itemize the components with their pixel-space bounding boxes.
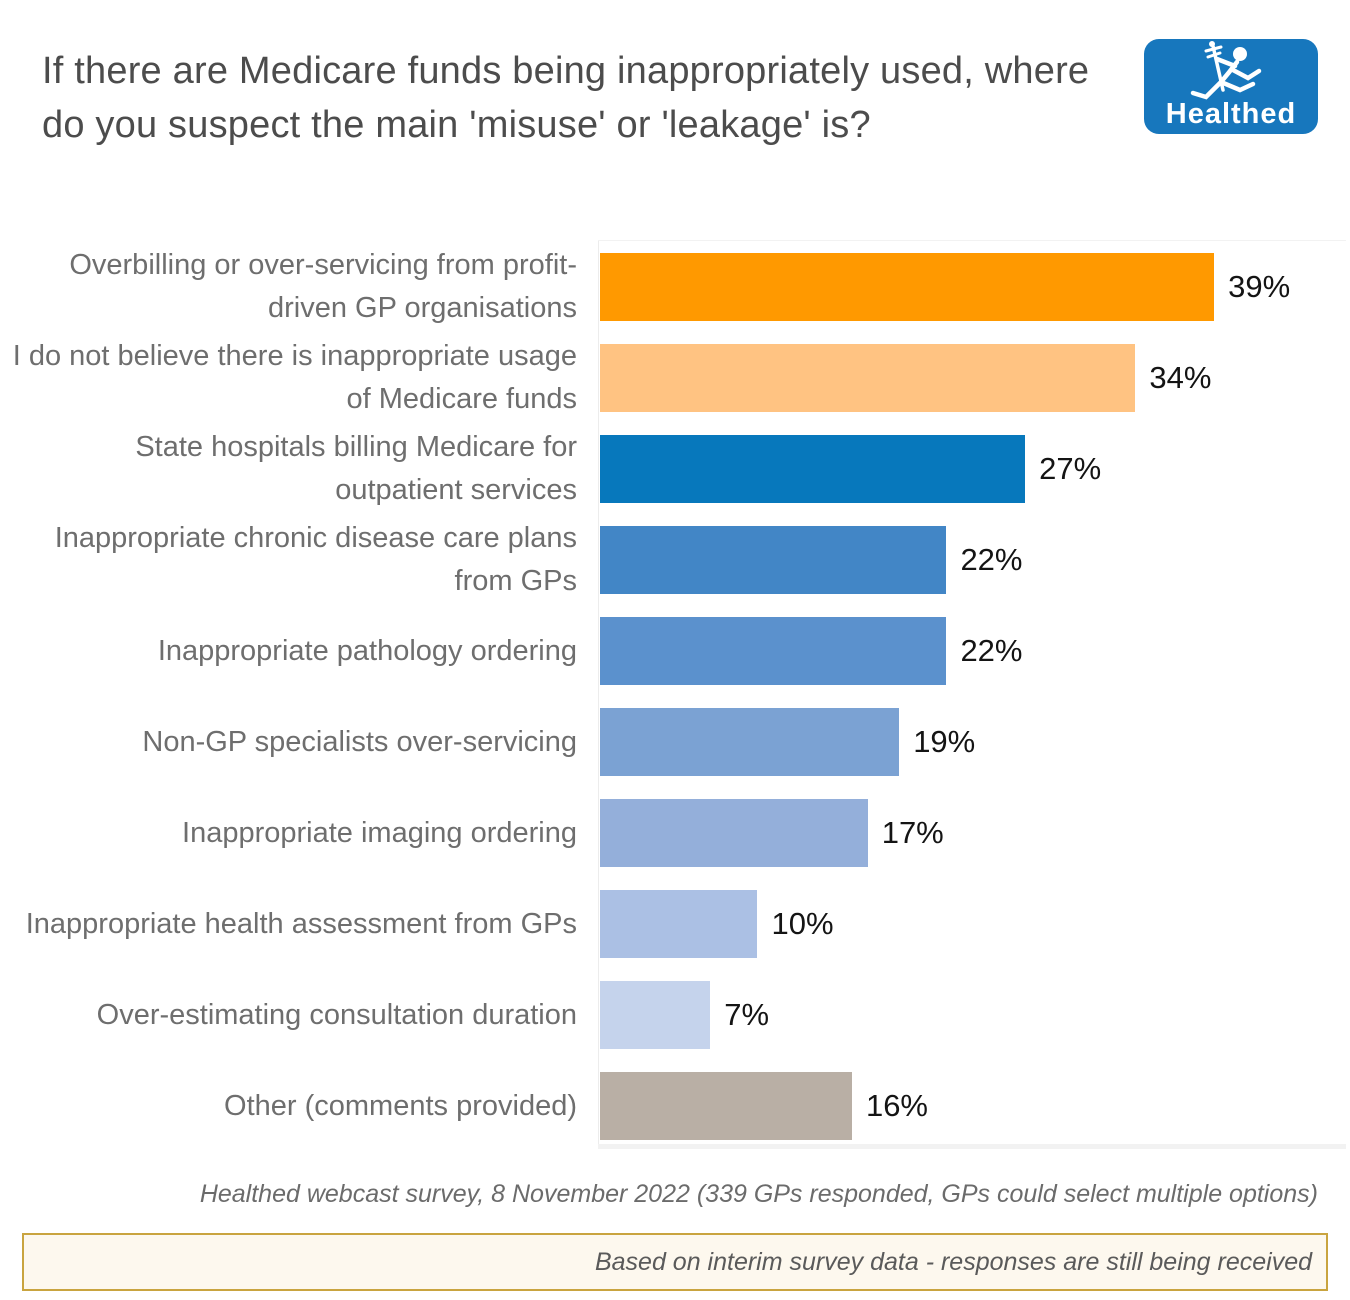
bar-track: 17% [600, 799, 1348, 867]
value-label: 27% [1039, 451, 1102, 486]
chart-row: Inappropriate imaging ordering 17% [0, 799, 1350, 867]
chart-row: Inappropriate pathology ordering 22% [0, 617, 1350, 685]
chart-row: Other (comments provided) 16% [0, 1072, 1350, 1140]
bar-track: 16% [600, 1072, 1348, 1140]
logo-wordmark: Healthed [1166, 98, 1296, 130]
category-label: Inappropriate imaging ordering [182, 816, 577, 849]
bar-track: 39% [600, 253, 1348, 321]
bar[interactable] [600, 526, 947, 594]
value-label: 17% [881, 815, 944, 850]
bar-chart: Overbilling or over-servicing from profi… [0, 249, 1350, 1163]
axis-line-bottom [598, 1144, 1346, 1149]
chart-row: State hospitals billing Medicare for out… [0, 431, 1350, 506]
hermes-runner-icon [1190, 41, 1262, 100]
chart-row: Inappropriate health assessment from GPs… [0, 890, 1350, 958]
value-label: 34% [1149, 360, 1212, 395]
bar-track: 34% [600, 344, 1348, 412]
bar-track: 22% [600, 617, 1348, 685]
bar-track: 7% [600, 981, 1348, 1049]
category-label: Overbilling or over-servicing from profi… [69, 249, 577, 324]
category-label: I do not believe there is inappropriate … [12, 340, 577, 415]
value-label: 39% [1228, 269, 1291, 304]
value-label: 16% [865, 1088, 928, 1123]
category-label: Over-estimating consultation duration [96, 998, 577, 1031]
value-label: 10% [771, 906, 834, 941]
bar[interactable] [600, 708, 900, 776]
category-label: State hospitals billing Medicare for out… [135, 431, 577, 506]
category-label: Inappropriate chronic disease care plans… [54, 522, 577, 597]
bar-track: 27% [600, 435, 1348, 503]
bar[interactable] [600, 1072, 852, 1140]
bar[interactable] [600, 799, 868, 867]
value-label: 22% [960, 542, 1023, 577]
chart-row: Over-estimating consultation duration 7% [0, 981, 1350, 1049]
axis-line-vertical [598, 240, 599, 1146]
chart-row: Overbilling or over-servicing from profi… [0, 249, 1350, 324]
bar[interactable] [600, 253, 1215, 321]
chart-row: Inappropriate chronic disease care plans… [0, 522, 1350, 597]
category-label: Other (comments provided) [224, 1089, 577, 1122]
bar[interactable] [600, 890, 758, 958]
value-label: 19% [913, 724, 976, 759]
bar-track: 10% [600, 890, 1348, 958]
bar-track: 22% [600, 526, 1348, 594]
bar[interactable] [600, 435, 1026, 503]
healthed-logo: Healthed [1144, 39, 1318, 134]
bar[interactable] [600, 981, 711, 1049]
category-label: Inappropriate health assessment from GPs [25, 907, 577, 940]
interim-data-banner-text: Based on interim survey data - responses… [594, 1247, 1312, 1276]
bar[interactable] [600, 344, 1136, 412]
axis-line-top [598, 240, 1346, 241]
bar-track: 19% [600, 708, 1348, 776]
value-label: 22% [960, 633, 1023, 668]
value-label: 7% [724, 997, 770, 1032]
chart-row: I do not believe there is inappropriate … [0, 340, 1350, 415]
category-label: Inappropriate pathology ordering [157, 634, 577, 667]
category-label: Non-GP specialists over-servicing [142, 725, 577, 758]
source-caption: Healthed webcast survey, 8 November 2022… [199, 1180, 1318, 1208]
chart-row: Non-GP specialists over-servicing 19% [0, 708, 1350, 776]
interim-data-banner: Based on interim survey data - responses… [22, 1233, 1328, 1291]
chart-title: If there are Medicare funds being inappr… [42, 50, 1090, 146]
bar[interactable] [600, 617, 947, 685]
